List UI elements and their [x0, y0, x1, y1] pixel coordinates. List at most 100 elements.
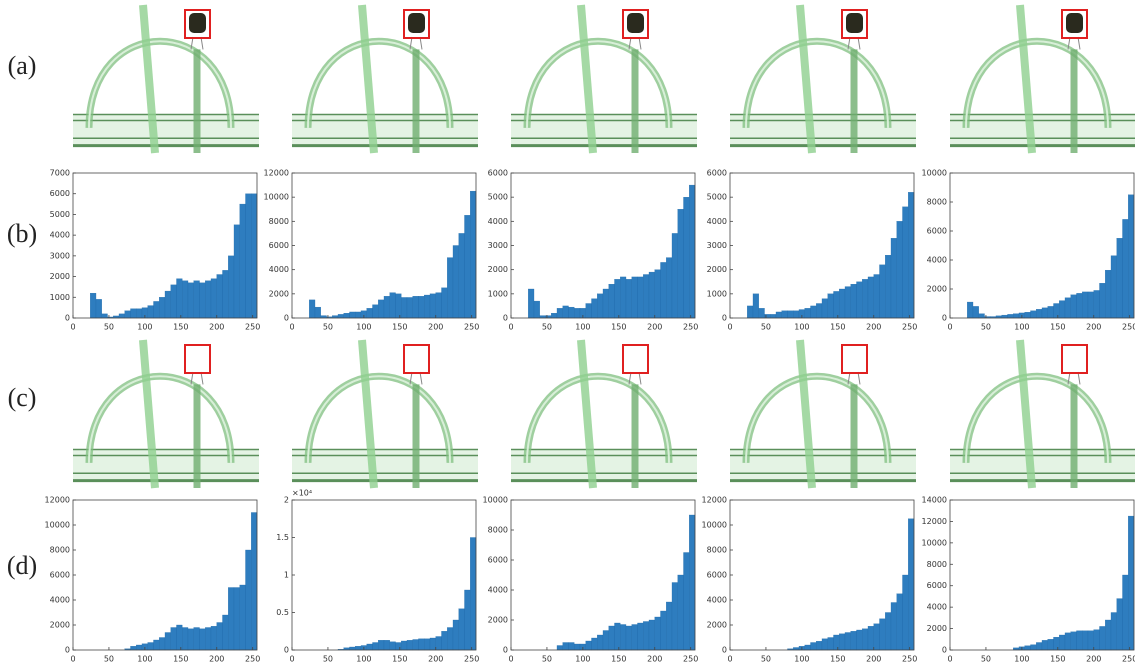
- bar: [880, 265, 886, 318]
- bar: [309, 300, 315, 318]
- bar: [96, 299, 102, 318]
- bar: [632, 277, 638, 318]
- x-tick-label: 50: [761, 655, 771, 663]
- bar: [638, 277, 644, 318]
- y-tick-label: 0: [65, 314, 70, 323]
- bar: [470, 191, 476, 318]
- bar: [401, 641, 407, 650]
- x-tick-label: 0: [947, 323, 952, 332]
- x-tick-label: 100: [575, 323, 590, 332]
- bar: [1105, 620, 1111, 650]
- bar: [171, 285, 177, 318]
- x-tick-label: 100: [356, 655, 371, 663]
- x-tick-label: 150: [611, 323, 626, 332]
- bar: [355, 312, 361, 318]
- y-tick-label: 1: [284, 571, 289, 580]
- x-tick-label: 200: [428, 655, 443, 663]
- bar: [407, 297, 413, 318]
- bar: [436, 637, 442, 651]
- bar: [194, 281, 200, 318]
- x-tick-label: 200: [647, 655, 662, 663]
- photo: [730, 5, 916, 153]
- x-tick-label: 150: [830, 655, 845, 663]
- bar: [378, 640, 384, 650]
- bar: [897, 221, 903, 318]
- row-label: (a): [8, 51, 37, 80]
- bar: [753, 294, 759, 318]
- bar: [747, 306, 753, 318]
- y-tick-label: 1000: [50, 293, 70, 302]
- bar: [240, 585, 246, 650]
- bar: [240, 204, 246, 318]
- bar: [355, 646, 361, 650]
- bar: [1013, 314, 1019, 318]
- bar: [1054, 304, 1060, 319]
- bar: [373, 305, 379, 318]
- y-tick-label: 10000: [702, 521, 727, 530]
- bar: [1036, 309, 1042, 318]
- bar: [413, 296, 419, 318]
- bar: [102, 314, 108, 318]
- x-tick-label: 250: [1122, 323, 1135, 332]
- bar: [223, 615, 229, 650]
- bar: [563, 306, 569, 318]
- bar: [211, 279, 217, 318]
- bar: [453, 246, 459, 319]
- y-tick-label: 0: [942, 646, 947, 655]
- bar: [557, 646, 563, 651]
- y-tick-label: 4000: [707, 217, 727, 226]
- bar: [649, 272, 655, 318]
- y-tick-label: 10000: [483, 496, 508, 505]
- y-tick-label: 0: [284, 646, 289, 655]
- x-tick-label: 100: [575, 655, 590, 663]
- bar: [551, 313, 557, 318]
- y-tick-label: 4000: [50, 596, 70, 605]
- bar: [857, 282, 863, 318]
- y-tick-label: 2000: [927, 285, 947, 294]
- bar: [1059, 635, 1065, 650]
- bar: [793, 311, 799, 318]
- bar: [805, 645, 811, 650]
- bar: [447, 628, 453, 651]
- bar: [816, 641, 822, 650]
- y-tick-label: 4000: [927, 256, 947, 265]
- x-tick-label: 200: [866, 323, 881, 332]
- bar: [1059, 301, 1065, 318]
- bar: [1111, 613, 1117, 651]
- bar: [396, 294, 402, 318]
- photo: [73, 5, 259, 153]
- x-tick-label: 0: [947, 655, 952, 663]
- bar: [177, 625, 183, 650]
- bar: [776, 312, 782, 318]
- y-tick-label: 0: [65, 646, 70, 655]
- x-tick-label: 50: [104, 323, 114, 332]
- bar: [967, 302, 973, 318]
- bar: [655, 270, 661, 318]
- x-tick-label: 0: [289, 323, 294, 332]
- bar: [159, 297, 165, 318]
- bar: [569, 643, 575, 651]
- bar: [1128, 516, 1134, 650]
- y-exponent: ×10⁴: [292, 489, 312, 498]
- y-tick-label: 7000: [50, 169, 70, 178]
- y-tick-label: 6000: [488, 556, 508, 565]
- y-tick-label: 8000: [50, 546, 70, 555]
- y-tick-label: 2000: [927, 624, 947, 633]
- bar: [770, 314, 776, 318]
- y-tick-label: 5000: [50, 210, 70, 219]
- x-tick-label: 250: [464, 655, 479, 663]
- bar: [384, 296, 390, 318]
- bar: [1065, 633, 1071, 650]
- y-tick-label: 8000: [927, 560, 947, 569]
- y-tick-label: 0: [503, 314, 508, 323]
- bar: [413, 640, 419, 651]
- bar: [131, 646, 137, 650]
- bar: [678, 209, 684, 318]
- bar: [217, 275, 223, 319]
- bar: [1048, 306, 1054, 318]
- bar: [822, 299, 828, 318]
- bar: [251, 513, 257, 651]
- x-tick-label: 150: [392, 323, 407, 332]
- y-tick-label: 12000: [264, 169, 289, 178]
- bar: [228, 588, 234, 651]
